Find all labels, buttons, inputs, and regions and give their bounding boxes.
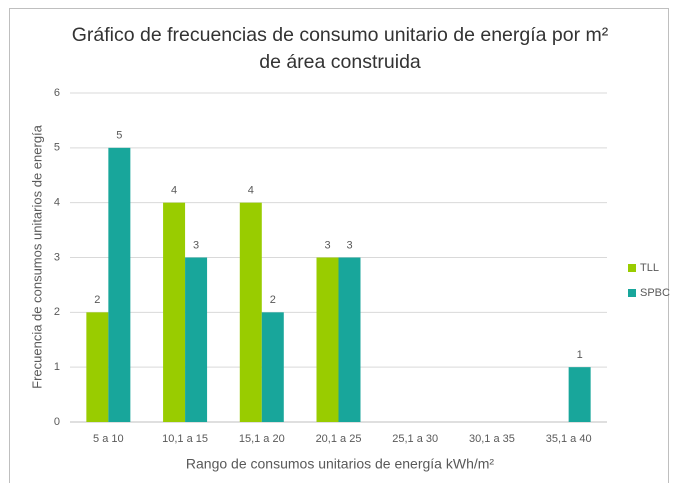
y-tick-label: 0 [54,416,60,428]
x-tick-label: 35,1 a 40 [546,433,592,445]
bar [185,257,208,422]
data-label: 4 [171,185,177,197]
data-label: 4 [248,185,254,197]
y-tick-label: 3 [54,251,60,263]
data-label: 3 [324,239,330,251]
bar [338,257,361,422]
x-tick-label: 10,1 a 15 [162,433,208,445]
x-tick-label: 5 a 10 [93,433,124,445]
data-label: 3 [193,239,199,251]
bar [239,202,262,422]
data-label: 1 [577,349,583,361]
data-label: 2 [94,294,100,306]
x-tick-label: 25,1 a 30 [392,433,438,445]
chart-title: Gráfico de frecuencias de consumo unitar… [71,24,609,73]
data-label: 3 [346,239,352,251]
bar [261,312,284,422]
legend-swatch [628,289,636,297]
bar [568,367,591,422]
bar [108,147,131,423]
chart-border [9,8,669,483]
bar [86,312,109,422]
data-label: 5 [116,130,122,142]
x-tick-label: 20,1 a 25 [316,433,362,445]
data-label: 2 [270,294,276,306]
y-tick-label: 1 [54,361,60,373]
x-tick-label: 15,1 a 20 [239,433,285,445]
y-tick-label: 6 [54,87,60,99]
y-tick-label: 5 [54,142,60,154]
legend-label: TLL [640,262,659,274]
y-tick-label: 4 [54,197,60,209]
x-tick-label: 30,1 a 35 [469,433,515,445]
y-axis-label: Frecuencia de consumos unitarios de ener… [29,124,44,389]
bar [316,257,339,422]
legend-label: SPBC [640,287,670,299]
x-axis-label: Rango de consumos unitarios de energía k… [186,456,494,472]
bar [163,202,186,422]
y-tick-label: 2 [54,306,60,318]
legend-swatch [628,264,636,272]
